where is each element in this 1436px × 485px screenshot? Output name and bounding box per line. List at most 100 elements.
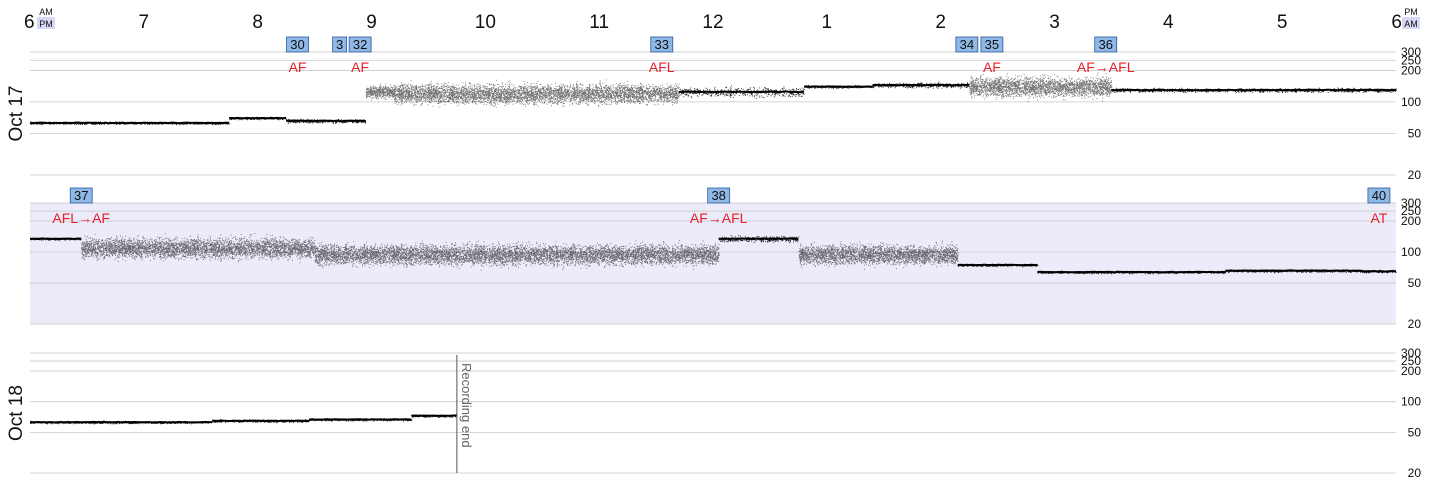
event-marker: 34 xyxy=(955,36,979,53)
y-tick-label: 50 xyxy=(1408,276,1422,290)
y-tick-label: 250 xyxy=(1401,53,1421,67)
y-tick-label: 20 xyxy=(1408,168,1422,182)
event-type: AF→AFL xyxy=(1077,59,1135,75)
hr-segment xyxy=(314,239,720,271)
hr-line xyxy=(1111,88,1397,92)
event-number: 32 xyxy=(353,37,367,52)
y-tick-label: 20 xyxy=(1408,466,1422,480)
hr-segment xyxy=(678,85,805,99)
hr-segment xyxy=(394,79,680,108)
y-tick-label: 100 xyxy=(1401,95,1421,109)
y-tick-label: 200 xyxy=(1401,364,1421,378)
hr-segment xyxy=(969,72,1113,103)
y-tick-label: 100 xyxy=(1401,245,1421,259)
y-tick-label: 300 xyxy=(1401,196,1421,210)
y-tick-label: 200 xyxy=(1401,63,1421,77)
hour-label: 5 xyxy=(1277,12,1288,33)
end-suffix: PM AM xyxy=(1402,7,1420,29)
event-box xyxy=(650,36,674,53)
event-type: AFL xyxy=(649,59,675,75)
hr-segment xyxy=(1111,87,1397,94)
hr-segment xyxy=(1361,269,1397,274)
hr-trace xyxy=(29,414,458,425)
hr-line xyxy=(229,116,287,120)
hr-segment xyxy=(211,419,310,424)
event-number: 36 xyxy=(1098,37,1112,52)
hr-trace xyxy=(29,72,1397,126)
event-number: 40 xyxy=(1372,188,1386,203)
event-box xyxy=(286,36,309,53)
hr-segment xyxy=(411,414,458,418)
hr-points xyxy=(365,83,396,101)
y-tick-label: 250 xyxy=(1401,204,1421,218)
hour-label: 7 xyxy=(139,12,150,33)
event-marker: 35 AF xyxy=(980,36,1004,75)
event-marker: 37 AFL→AF xyxy=(52,187,110,226)
event-box xyxy=(69,187,93,204)
hr-line xyxy=(1037,270,1226,274)
event-box xyxy=(1094,36,1118,53)
event-marker-partial: 3 xyxy=(332,36,348,53)
hour-label: 10 xyxy=(475,12,496,33)
hour-label: 8 xyxy=(252,12,263,33)
event-number: 38 xyxy=(711,188,725,203)
event-number: 30 xyxy=(290,37,304,52)
hr-segment xyxy=(229,116,287,121)
hour-label: 9 xyxy=(366,12,377,33)
ampm-highlight xyxy=(1402,17,1420,29)
event-box xyxy=(1367,187,1391,204)
row-shade xyxy=(30,203,1396,324)
event-marker: 32 AF xyxy=(348,36,372,75)
row-date-label: Oct 17 xyxy=(6,86,27,142)
hr-segment xyxy=(29,121,230,126)
hr-segment xyxy=(81,233,316,264)
row-date-label: Oct 18 xyxy=(6,385,27,441)
event-number: 34 xyxy=(960,37,974,52)
hr-line xyxy=(211,419,309,423)
hr-segment xyxy=(308,418,413,422)
hr-segment xyxy=(804,84,873,89)
hr-points xyxy=(798,240,959,270)
hr-points xyxy=(969,72,1113,103)
ampm-bottom: AM xyxy=(1404,19,1418,29)
hr-segment xyxy=(286,118,367,124)
event-type: AF→AFL xyxy=(690,210,748,226)
hr-points xyxy=(872,81,970,89)
event-box xyxy=(348,36,372,53)
y-tick-label: 50 xyxy=(1408,425,1422,439)
event-marker: 38 AF→AFL xyxy=(690,187,748,226)
ampm-top: PM xyxy=(1404,7,1418,17)
y-tick-label: 100 xyxy=(1401,395,1421,409)
hour-label: 12 xyxy=(702,12,723,33)
ampm-bottom: PM xyxy=(39,19,53,29)
y-tick-label: 250 xyxy=(1401,354,1421,368)
hr-segment xyxy=(29,420,213,425)
hr-segment xyxy=(365,83,396,101)
hour-label: 4 xyxy=(1163,12,1174,33)
event-number: 33 xyxy=(655,37,669,52)
hr-line xyxy=(678,90,805,94)
event-number: 3 xyxy=(336,37,343,52)
y-tick-label: 50 xyxy=(1408,126,1422,140)
event-marker: 36 AF→AFL xyxy=(1077,36,1135,75)
event-number: 37 xyxy=(74,188,88,203)
y-tick-label: 200 xyxy=(1401,214,1421,228)
hr-segment xyxy=(718,234,800,244)
hr-line xyxy=(308,418,412,421)
hr-line xyxy=(872,83,970,87)
ampm-top: AM xyxy=(39,7,53,17)
event-marker: 40 AT xyxy=(1367,187,1391,226)
hr-segment xyxy=(872,81,970,89)
hour-label: 6 xyxy=(24,12,35,33)
y-tick-label: 20 xyxy=(1408,317,1422,331)
hr-line xyxy=(29,121,230,125)
event-marker: 30 AF xyxy=(286,36,309,75)
event-type: AT xyxy=(1370,210,1387,226)
hr-line xyxy=(29,420,213,424)
hour-label: 11 xyxy=(589,12,609,33)
event-box xyxy=(980,36,1004,53)
